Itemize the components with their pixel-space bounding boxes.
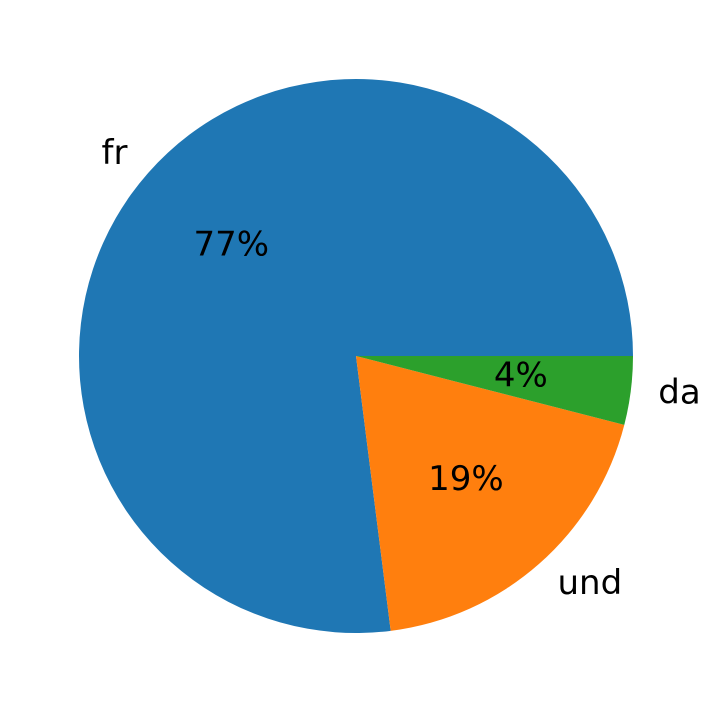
slice-label: da — [658, 373, 700, 413]
pie-slice — [78, 79, 633, 634]
value-label: 77% — [194, 225, 270, 265]
value-label: 4% — [494, 355, 548, 395]
pie-slice — [356, 356, 625, 631]
value-label: 19% — [428, 459, 504, 499]
pie-slice — [356, 356, 633, 425]
slice-label: fr — [101, 133, 127, 173]
slice-label: und — [558, 563, 623, 603]
